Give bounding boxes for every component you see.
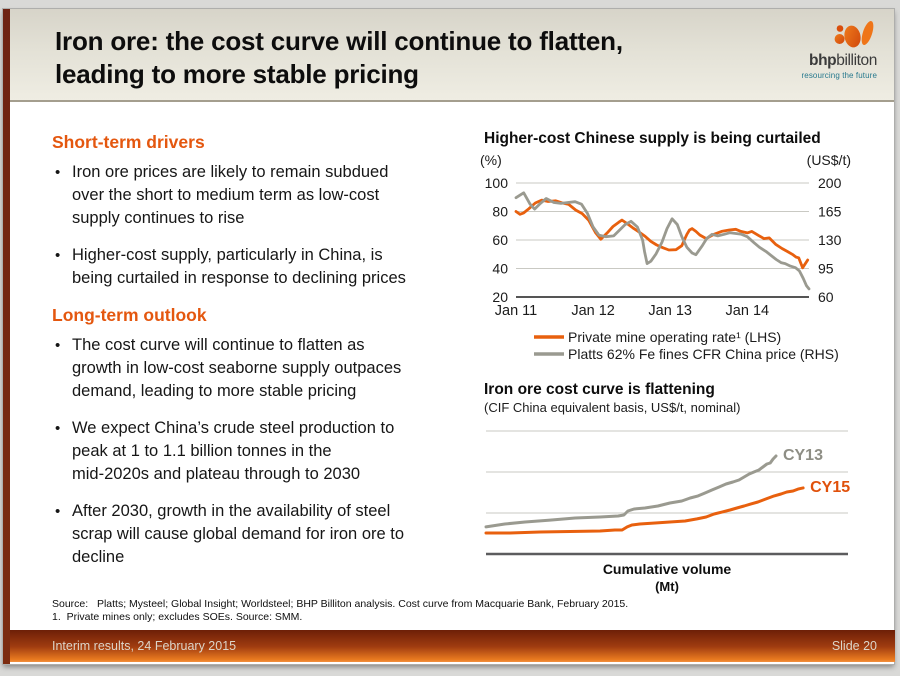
bhpbilliton-logo-icon <box>834 21 874 48</box>
left-axis-tick: 100 <box>485 175 509 191</box>
legend-label: Platts 62% Fe fines CFR China price (RHS… <box>568 346 839 362</box>
series-line-1 <box>514 191 811 291</box>
right-axis-tick: 130 <box>818 232 842 248</box>
bullet-item: Higher-cost supply, particularly in Chin… <box>52 244 432 290</box>
right-axis-tick: 95 <box>818 261 834 277</box>
slide-header <box>10 9 894 102</box>
series-label-CY13: CY13 <box>783 447 823 464</box>
title-line-1: Iron ore: the cost curve will continue t… <box>55 26 623 56</box>
key-messages-column: Short-term drivers Iron ore prices are l… <box>52 131 432 583</box>
series-line-CY13 <box>484 454 778 529</box>
title-line-2: leading to more stable pricing <box>55 59 419 89</box>
section-heading-short-term: Short-term drivers <box>52 132 205 152</box>
left-axis-unit: (%) <box>480 152 502 168</box>
chart2-subtitle: (CIF China equivalent basis, US$/t, nomi… <box>484 400 741 415</box>
long-term-bullet-list: The cost curve will continue to flatten … <box>52 334 432 569</box>
left-axis-tick: 80 <box>492 204 508 220</box>
right-axis-tick: 165 <box>818 204 842 220</box>
bullet-item: The cost curve will continue to flatten … <box>52 334 432 403</box>
section-heading-long-term: Long-term outlook <box>52 305 207 325</box>
bullet-item: We expect China’s crude steel production… <box>52 417 432 486</box>
x-axis-tick: Jan 13 <box>648 303 692 319</box>
right-axis-tick: 60 <box>818 289 834 305</box>
left-accent-bar <box>3 9 10 664</box>
left-axis-tick: 40 <box>492 261 508 277</box>
left-axis-tick: 20 <box>492 289 508 305</box>
footer-bar: Interim results, 24 February 2015 Slide … <box>3 630 895 662</box>
footer-left-text: Interim results, 24 February 2015 <box>52 639 237 653</box>
x-axis-label: Cumulative volume <box>603 561 732 577</box>
short-term-bullet-list: Iron ore prices are likely to remain sub… <box>52 161 432 290</box>
bullet-item: After 2030, growth in the availability o… <box>52 500 432 569</box>
logo-word-bold: bhp <box>809 52 837 69</box>
chart-chinese-supply: (%) (US$/t) 100 200 80 165 60 130 40 95 20 60 Jan 11… <box>480 152 851 362</box>
source-line-1: Source: Platts; Mysteel; Global Insight;… <box>52 598 629 610</box>
series-label-CY15: CY15 <box>810 479 850 496</box>
logo-word-rest: billiton <box>836 52 877 69</box>
x-axis-tick: Jan 14 <box>726 303 770 319</box>
bullet-item: Iron ore prices are likely to remain sub… <box>52 161 432 230</box>
company-logo: bhpbilliton resourcing the future <box>787 21 877 80</box>
series-line-0 <box>514 198 810 270</box>
left-axis-tick: 60 <box>492 232 508 248</box>
logo-wordmark: bhpbilliton <box>787 53 877 69</box>
chart-cost-curve: CY13 CY15 Cumulative volume (Mt) <box>484 430 850 594</box>
source-line-2: 1. Private mines only; excludes SOEs. So… <box>52 611 303 623</box>
series-line-CY15 <box>484 486 805 535</box>
legend-label: Private mine operating rate¹ (LHS) <box>568 329 781 345</box>
chart2-title: Iron ore cost curve is flattening <box>484 381 715 398</box>
x-axis-tick: Jan 11 <box>495 303 537 319</box>
x-axis-unit: (Mt) <box>655 579 679 594</box>
logo-tagline: resourcing the future <box>801 71 877 80</box>
source-note: Source: Platts; Mysteel; Global Insight;… <box>52 598 628 624</box>
right-axis-tick: 200 <box>818 175 842 191</box>
x-axis-tick: Jan 12 <box>571 303 615 319</box>
chart1-title: Higher-cost Chinese supply is being curt… <box>484 130 821 147</box>
page-title: Iron ore: the cost curve will continue t… <box>55 25 623 91</box>
right-axis-unit: (US$/t) <box>807 152 851 168</box>
footer-slide-number: Slide 20 <box>831 639 877 653</box>
